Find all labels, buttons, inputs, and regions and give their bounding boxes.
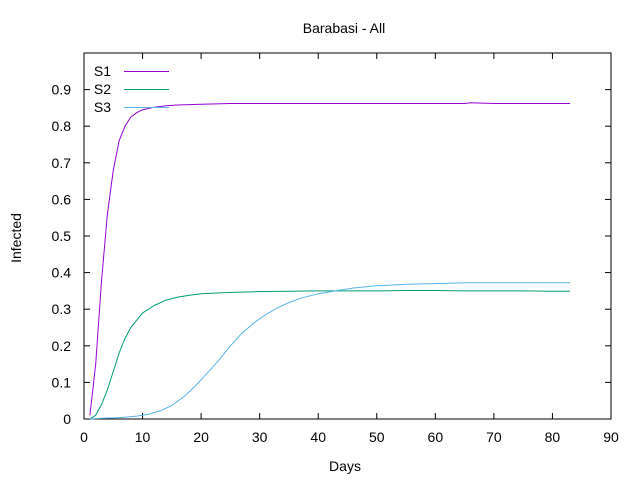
y-tick-label: 0.2 [52,338,72,354]
legend: S1 S2 S3 [94,63,169,115]
legend-label-s3: S3 [94,99,111,115]
x-tick-label: 30 [252,429,268,445]
x-tick-label: 20 [193,429,209,445]
legend-label-s2: S2 [94,81,111,97]
legend-label-s1: S1 [94,63,111,79]
y-tick-label: 0.1 [52,374,72,390]
y-axis-label: Infected [8,213,24,263]
y-tick-label: 0.8 [52,118,72,134]
y-tick-label: 0.6 [52,191,72,207]
y-tick-label: 0.4 [52,265,72,281]
y-tick-label: 0.5 [52,228,72,244]
chart-title: Barabasi - All [303,20,385,36]
x-tick-label: 10 [135,429,151,445]
y-tick-label: 0.7 [52,155,72,171]
series-lines [89,102,570,420]
series-line-s1 [89,102,570,416]
x-tick-label: 90 [603,429,619,445]
y-tick-label: 0.9 [52,82,72,98]
x-tick-label: 50 [369,429,385,445]
y-tick-label: 0 [63,411,71,427]
x-tick-label: 60 [428,429,444,445]
y-tick-label: 0.3 [52,301,72,317]
x-axis-label: Days [329,458,361,474]
x-tick-label: 40 [310,429,326,445]
x-tick-label: 0 [80,429,88,445]
series-line-s3 [89,282,570,420]
x-tick-label: 70 [486,429,502,445]
x-tick-label: 80 [545,429,561,445]
axis-ticks: 0 10 20 30 40 50 60 70 80 90 0 0.1 0.2 0.3 0.4 0.5 0.6 0.… [52,53,619,445]
series-line-s2 [89,290,570,420]
